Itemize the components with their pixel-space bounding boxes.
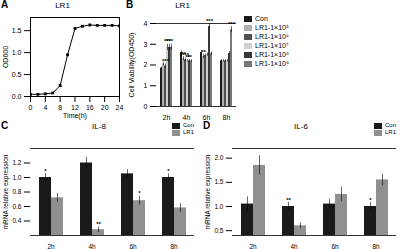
svg-text:24: 24 — [116, 104, 124, 111]
html-text:LR1: LR1 — [183, 129, 194, 135]
svg-text:Time(h): Time(h) — [63, 112, 87, 120]
svg-text:6h: 6h — [331, 243, 339, 249]
svg-text:OD600: OD600 — [2, 46, 9, 68]
svg-text:**: ** — [201, 49, 206, 55]
html-text:LR1: LR1 — [175, 1, 190, 10]
html-text:IL-8: IL-8 — [92, 122, 106, 131]
html-text:Con: Con — [385, 122, 396, 128]
svg-text:1.5: 1.5 — [214, 178, 223, 185]
html-text:B: B — [126, 0, 134, 10]
svg-text:***: *** — [206, 18, 214, 24]
svg-text:1.5: 1.5 — [12, 27, 22, 34]
html-text:LR1: LR1 — [385, 129, 396, 135]
svg-text:4: 4 — [43, 104, 47, 111]
svg-text:*: * — [44, 168, 47, 174]
svg-text:6h: 6h — [129, 243, 137, 249]
html-text:LR1-1×10⁹: LR1-1×10⁹ — [255, 60, 289, 67]
svg-text:2h: 2h — [249, 243, 257, 249]
svg-text:1: 1 — [144, 82, 148, 89]
svg-text:1.2: 1.2 — [12, 159, 21, 166]
svg-text:0: 0 — [29, 104, 33, 111]
html-text:LR1-1×10⁷: LR1-1×10⁷ — [255, 42, 289, 49]
svg-text:1.0: 1.0 — [12, 49, 22, 56]
svg-text:1.0: 1.0 — [12, 174, 21, 181]
svg-text:0: 0 — [144, 103, 148, 110]
html-text:LR1: LR1 — [55, 1, 70, 10]
html-text:LR1-1×10⁶: LR1-1×10⁶ — [255, 33, 289, 40]
svg-text:2h: 2h — [163, 114, 171, 121]
html-text:LR1-1×10⁸: LR1-1×10⁸ — [255, 51, 289, 58]
html-text:Con: Con — [255, 15, 268, 22]
html-text:C: C — [1, 120, 9, 131]
svg-text:*: * — [167, 168, 170, 174]
svg-text:2h: 2h — [47, 243, 55, 249]
svg-text:4h: 4h — [88, 243, 96, 249]
svg-text:2.0: 2.0 — [214, 154, 223, 161]
svg-text:0.5: 0.5 — [12, 71, 22, 78]
svg-text:*: * — [369, 197, 372, 203]
svg-text:16: 16 — [86, 104, 94, 111]
svg-text:2: 2 — [144, 61, 148, 68]
svg-text:1.0: 1.0 — [214, 203, 223, 210]
svg-text:**: ** — [286, 197, 291, 203]
svg-text:***: *** — [166, 38, 174, 44]
svg-text:20: 20 — [101, 104, 109, 111]
html-text:LR1-1×10⁵: LR1-1×10⁵ — [255, 24, 289, 31]
svg-text:**: ** — [96, 221, 101, 227]
svg-text:12: 12 — [71, 104, 79, 111]
svg-text:Cell Viability(OD450): Cell Viability(OD450) — [128, 33, 136, 98]
html-text:D: D — [203, 120, 211, 131]
svg-text:4: 4 — [144, 20, 148, 27]
svg-text:mRNA relative expression: mRNA relative expression — [2, 154, 10, 229]
svg-text:0.5: 0.5 — [214, 227, 223, 234]
svg-text:4h: 4h — [290, 243, 298, 249]
svg-text:0.6: 0.6 — [12, 203, 21, 210]
svg-text:3: 3 — [144, 40, 148, 47]
svg-text:0.0: 0.0 — [12, 93, 22, 100]
svg-text:***: *** — [162, 58, 170, 64]
svg-text:*: * — [138, 190, 141, 196]
svg-text:8h: 8h — [223, 114, 231, 121]
svg-text:6h: 6h — [202, 114, 211, 122]
html-text:Con: Con — [183, 122, 194, 128]
html-text:A: A — [1, 0, 9, 10]
svg-text:8: 8 — [58, 104, 62, 111]
html-text:IL-6: IL-6 — [294, 122, 308, 131]
svg-text:0.4: 0.4 — [12, 217, 21, 224]
svg-text:0.8: 0.8 — [12, 188, 21, 195]
svg-text:4h: 4h — [183, 114, 191, 121]
svg-text:mRNA relative expression: mRNA relative expression — [204, 154, 212, 229]
svg-text:**: ** — [187, 54, 192, 60]
svg-text:8h: 8h — [170, 243, 178, 249]
svg-text:8h: 8h — [372, 243, 380, 249]
